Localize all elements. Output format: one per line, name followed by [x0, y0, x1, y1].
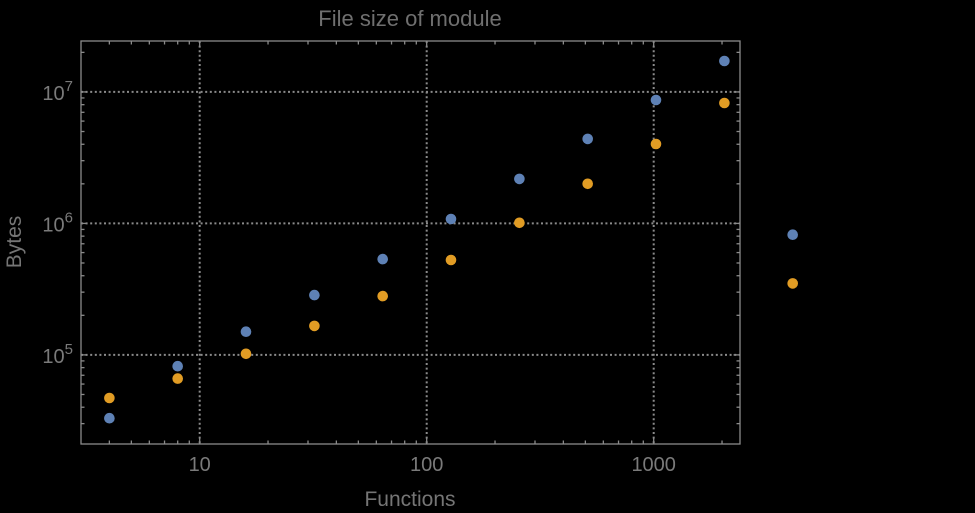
- x-tick-label-10: 10: [189, 454, 211, 476]
- data-point-blue: [719, 55, 730, 67]
- y-tick-exponent: 6: [65, 209, 73, 226]
- data-point-blue: [582, 133, 593, 145]
- y-tick-exponent: 5: [65, 341, 73, 358]
- data-point-orange: [650, 138, 662, 150]
- data-point-orange: [172, 373, 183, 384]
- y-tick-exponent: 7: [65, 78, 73, 95]
- data-point-orange: [445, 254, 457, 266]
- data-point-blue: [309, 289, 320, 301]
- tick-marks-layer: [81, 41, 740, 444]
- data-point-blue: [377, 253, 389, 265]
- gridlines-layer: [81, 41, 740, 444]
- data-point-orange: [377, 290, 389, 302]
- data-point-blue: [240, 326, 252, 338]
- tick-labels-layer: 10 100 1000 105 106 107: [42, 78, 676, 476]
- data-point-orange: [787, 278, 798, 289]
- data-point-orange: [582, 178, 593, 190]
- x-axis-label: Functions: [364, 488, 455, 511]
- plot-frame: [80, 40, 741, 445]
- data-point-blue: [650, 94, 662, 106]
- data-point-orange: [104, 392, 115, 404]
- chart-title: File size of module: [318, 6, 501, 31]
- data-point-blue: [787, 229, 798, 240]
- data-point-blue: [104, 412, 115, 424]
- data-point-blue: [172, 360, 183, 372]
- y-tick-label-10^7: 107: [42, 78, 73, 105]
- y-axis-label: Bytes: [3, 216, 26, 269]
- data-points-layer: [104, 55, 798, 424]
- data-point-blue: [514, 173, 525, 185]
- x-tick-label-1000: 1000: [631, 454, 676, 476]
- y-tick-label-10^6: 106: [42, 209, 73, 236]
- data-point-orange: [719, 97, 730, 109]
- data-point-orange: [514, 217, 525, 229]
- data-point-orange: [240, 348, 252, 360]
- data-point-blue: [445, 213, 457, 225]
- data-point-orange: [309, 320, 320, 332]
- y-tick-label-10^5: 105: [42, 341, 73, 368]
- x-tick-label-100: 100: [410, 454, 443, 476]
